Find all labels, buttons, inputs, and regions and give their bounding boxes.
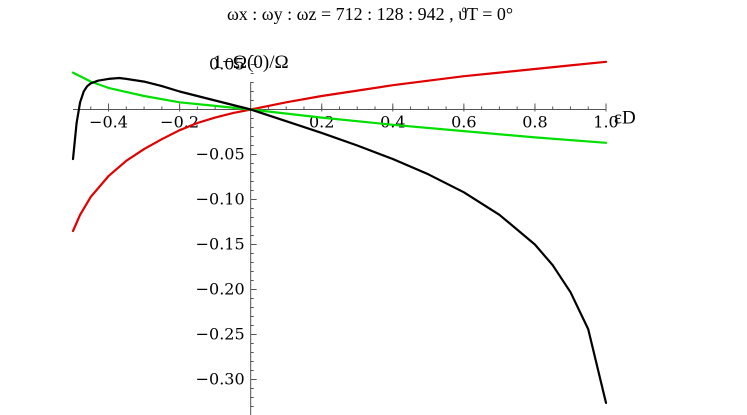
y-axis-label: 1−Ω(0)/Ω	[213, 52, 289, 73]
axes	[73, 82, 606, 415]
ticks: −0.4 −0.2 0.2 0.4 0.6 0.8 1.0 0.05 −0.05 −0.10 −0.…	[89, 55, 619, 407]
y-tick-label: −0.25	[196, 325, 245, 344]
x-tick-label: −0.4	[89, 113, 128, 132]
series-line-2	[71, 71, 608, 144]
chart-title: ωx : ωy : ωz = 712 : 128 : 942 , ϑT = 0°	[227, 4, 513, 24]
y-tick-label: −0.10	[196, 190, 245, 209]
y-tick-label: −0.30	[196, 370, 245, 389]
y-tick-label: −0.15	[196, 235, 245, 254]
series-group	[71, 60, 608, 404]
x-tick-label: 0.4	[380, 113, 405, 132]
series-line-3	[71, 76, 608, 404]
x-tick-label: 0.8	[522, 113, 547, 132]
series-line-1	[71, 60, 608, 233]
x-tick-label: 0.2	[309, 113, 334, 132]
y-tick-label: −0.05	[196, 145, 245, 164]
x-tick-label: 0.6	[451, 113, 476, 132]
y-tick-label: 0.05	[209, 55, 245, 74]
x-tick-label: −0.2	[160, 113, 199, 132]
y-tick-label: −0.20	[196, 280, 245, 299]
x-axis-label: εD	[614, 108, 636, 129]
x-tick-label: 1.0	[593, 113, 618, 132]
